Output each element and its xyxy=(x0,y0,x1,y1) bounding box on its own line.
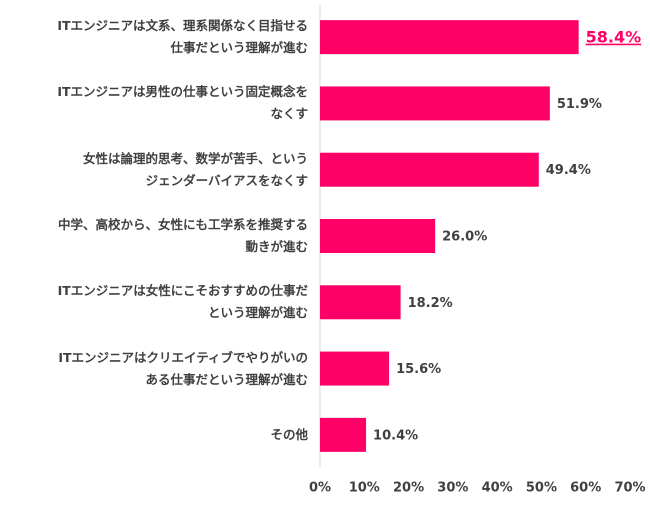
bar xyxy=(320,351,390,386)
y-tick-label: ITエンジニアは女性にこそおすすめの仕事だ という理解が進む xyxy=(57,283,308,321)
value-label: 10.4% xyxy=(373,428,418,443)
y-tick-label: ITエンジニアは文系、理系関係なく目指せる 仕事だという理解が進む xyxy=(57,18,308,56)
bar xyxy=(320,20,579,55)
y-tick-label: その他 xyxy=(270,426,308,442)
value-label: 26.0% xyxy=(442,230,487,245)
x-tick-label: 20% xyxy=(393,481,424,496)
y-tick-label: 中学、高校から、女性にも工学系を推奨する 動きが進む xyxy=(57,217,308,254)
value-label: 49.4% xyxy=(546,163,591,178)
bar xyxy=(320,285,401,320)
x-tick-label: 50% xyxy=(526,481,557,496)
value-label: 18.2% xyxy=(408,296,453,311)
bar xyxy=(320,417,367,452)
value-label: 58.4% xyxy=(586,28,642,47)
bar xyxy=(320,219,436,253)
value-label: 51.9% xyxy=(557,97,602,112)
x-tick-label: 60% xyxy=(570,481,601,496)
x-tick-label: 10% xyxy=(349,481,380,496)
x-tick-label: 40% xyxy=(482,481,513,496)
x-tick-label: 30% xyxy=(437,481,468,496)
y-tick-label: ITエンジニアは男性の仕事という固定概念を なくす xyxy=(57,84,308,122)
bar xyxy=(320,152,539,187)
value-label: 15.6% xyxy=(396,362,441,377)
y-tick-label: 女性は論理的思考、数学が苦手、という ジェンダーバイアスをなくす xyxy=(82,150,308,188)
y-tick-label: ITエンジニアはクリエイティブでやりがいの ある仕事だという理解が進む xyxy=(58,349,308,387)
bar xyxy=(320,86,550,121)
x-tick-label: 70% xyxy=(614,481,645,496)
x-tick-label: 0% xyxy=(309,481,331,496)
